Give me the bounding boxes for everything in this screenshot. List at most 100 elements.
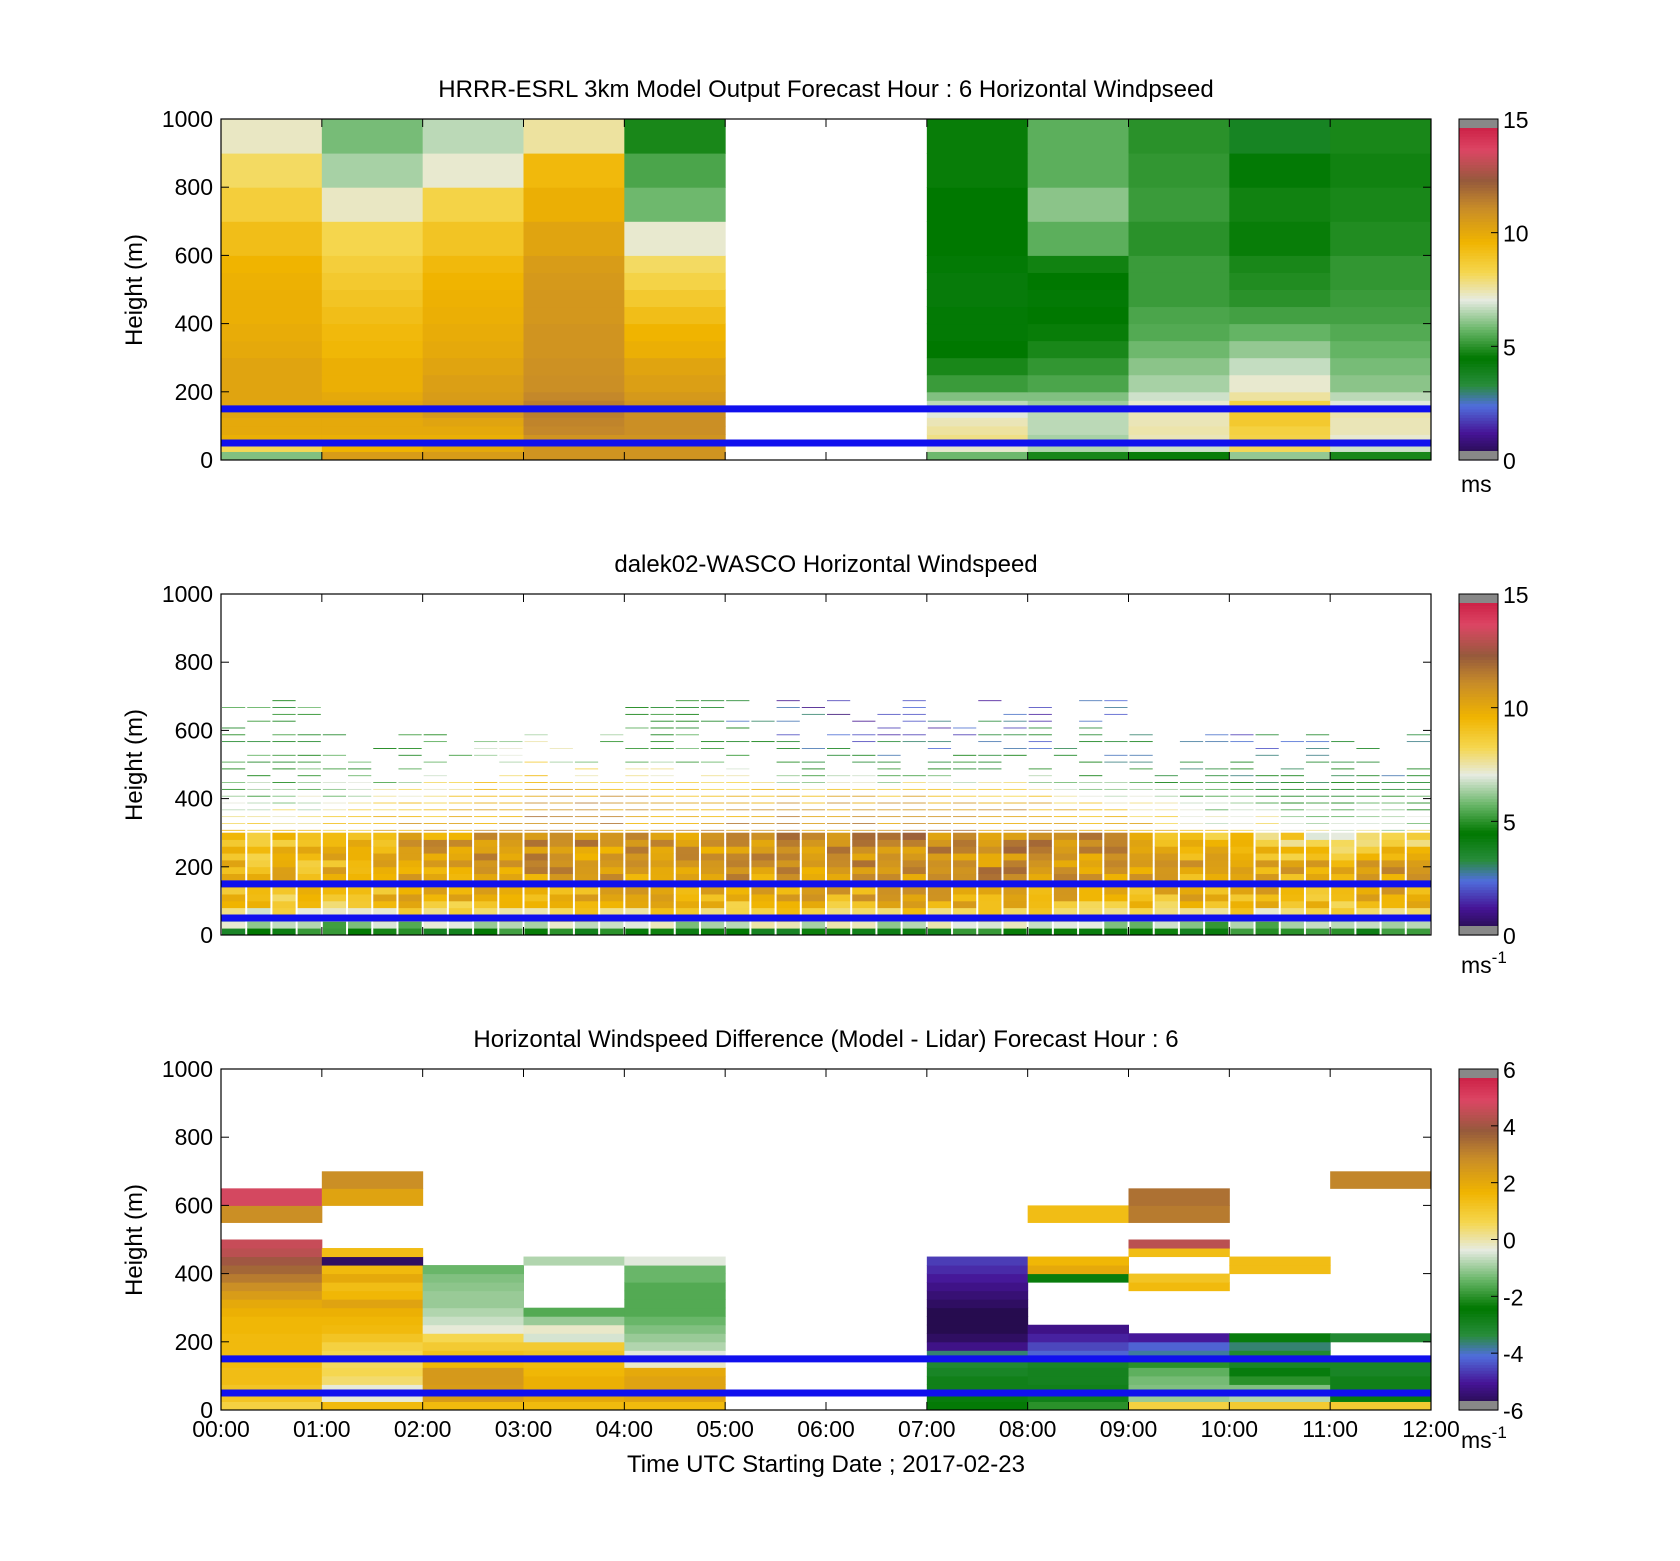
heat-cell	[600, 866, 624, 875]
heat-cell	[1406, 873, 1430, 881]
heat-cell	[272, 928, 296, 935]
heat-cell	[1128, 400, 1230, 410]
colorbar-cell	[1459, 1319, 1498, 1323]
colorbar-cell	[1459, 832, 1498, 837]
heat-cell	[926, 1256, 1029, 1266]
heat-cell	[297, 782, 321, 783]
heat-cell	[1027, 119, 1129, 154]
colorbar-cell	[1459, 1313, 1498, 1317]
heat-cell	[926, 1265, 1029, 1275]
heat-cell	[1028, 921, 1052, 929]
heat-cell	[726, 839, 750, 847]
y-tick-label: 600	[175, 717, 213, 743]
x-tick-label: 01:00	[293, 1416, 351, 1442]
colorbar-frame	[1458, 118, 1499, 461]
heat-cell	[322, 816, 347, 818]
heat-cell	[247, 907, 271, 915]
heat-cell	[877, 907, 901, 915]
heat-cell	[272, 873, 296, 881]
colorbar-cell	[1459, 733, 1498, 737]
colorbar-cell	[1459, 767, 1498, 771]
colorbar-cell	[1459, 866, 1498, 871]
colorbar-cell	[1459, 371, 1498, 376]
heat-cell	[247, 809, 271, 811]
heat-cell	[1229, 1350, 1331, 1360]
heat-cell	[373, 795, 397, 797]
colorbar-cell	[1459, 1321, 1498, 1326]
colorbar-cell	[1459, 1367, 1498, 1371]
heat-cell	[1128, 434, 1230, 444]
heat-cell	[1230, 900, 1254, 909]
heat-cell	[801, 866, 825, 875]
heat-cell	[1356, 782, 1380, 783]
heat-cell	[1003, 809, 1027, 811]
heat-cell	[827, 754, 851, 756]
heat-cell	[852, 720, 876, 722]
colorbar-cell	[1459, 667, 1498, 672]
heat-cell	[321, 391, 424, 401]
colorbar-cell	[1459, 383, 1498, 387]
heat-cell	[1205, 887, 1229, 895]
heat-cell	[1331, 853, 1355, 861]
heat-cell	[902, 859, 926, 868]
heat-cell	[1280, 802, 1304, 804]
heat-cell	[221, 153, 323, 188]
heat-cell	[221, 272, 323, 290]
colorbar-cell	[1459, 1239, 1498, 1243]
heat-cell	[776, 748, 800, 749]
heat-cell	[574, 823, 599, 824]
heat-cell	[1028, 853, 1052, 861]
colorbar-cell	[1459, 1390, 1498, 1394]
heat-cell	[801, 894, 825, 902]
heat-cell	[247, 853, 271, 861]
colorbar-cell	[1459, 218, 1498, 222]
heat-cell	[272, 754, 296, 756]
heat-cell	[523, 442, 625, 452]
heat-cell	[1255, 823, 1279, 824]
heat-cell	[1028, 713, 1052, 715]
heat-cell	[1053, 788, 1078, 790]
heat-cell	[574, 859, 599, 868]
colorbar-cell	[1459, 164, 1498, 168]
heat-cell	[297, 873, 321, 881]
colorbar-cell	[1459, 917, 1498, 922]
heat-cell	[523, 306, 625, 325]
heat-cell	[700, 900, 725, 909]
heat-cell	[726, 907, 750, 915]
heat-cell	[474, 900, 498, 909]
heat-cell	[1129, 907, 1153, 915]
colorbar-cell	[1459, 622, 1498, 626]
heat-cell	[675, 859, 699, 868]
heat-cell	[1205, 816, 1229, 818]
heat-cell	[1229, 1367, 1331, 1377]
heat-cell	[877, 846, 901, 854]
heat-cell	[1305, 846, 1330, 854]
colorbar-cell	[1459, 1080, 1498, 1084]
heat-cell	[222, 832, 246, 840]
colorbar-cell	[1459, 1282, 1498, 1286]
heat-cell	[827, 734, 851, 736]
heat-cell	[1104, 928, 1128, 935]
heat-cell	[978, 754, 1002, 756]
heat-cell	[1003, 727, 1027, 729]
heat-cell	[348, 816, 372, 818]
y-tick-label: 600	[175, 242, 213, 268]
colorbar-cell	[1459, 781, 1498, 785]
heat-cell	[877, 839, 901, 847]
heat-cell	[751, 809, 775, 811]
heat-cell	[1229, 289, 1331, 308]
heat-cell	[1406, 928, 1430, 935]
heat-cell	[926, 255, 1029, 273]
heat-cell	[448, 832, 473, 840]
colorbar-cell	[1459, 645, 1498, 649]
heat-cell	[1381, 894, 1405, 902]
colorbar-cell	[1459, 323, 1498, 328]
heat-cell	[348, 907, 372, 915]
heat-cell	[1255, 907, 1279, 915]
heat-cell	[549, 921, 573, 929]
heat-cell	[423, 928, 447, 935]
colorbar-cell	[1459, 238, 1498, 242]
heat-cell	[927, 839, 952, 847]
heat-cell	[1027, 1273, 1129, 1283]
